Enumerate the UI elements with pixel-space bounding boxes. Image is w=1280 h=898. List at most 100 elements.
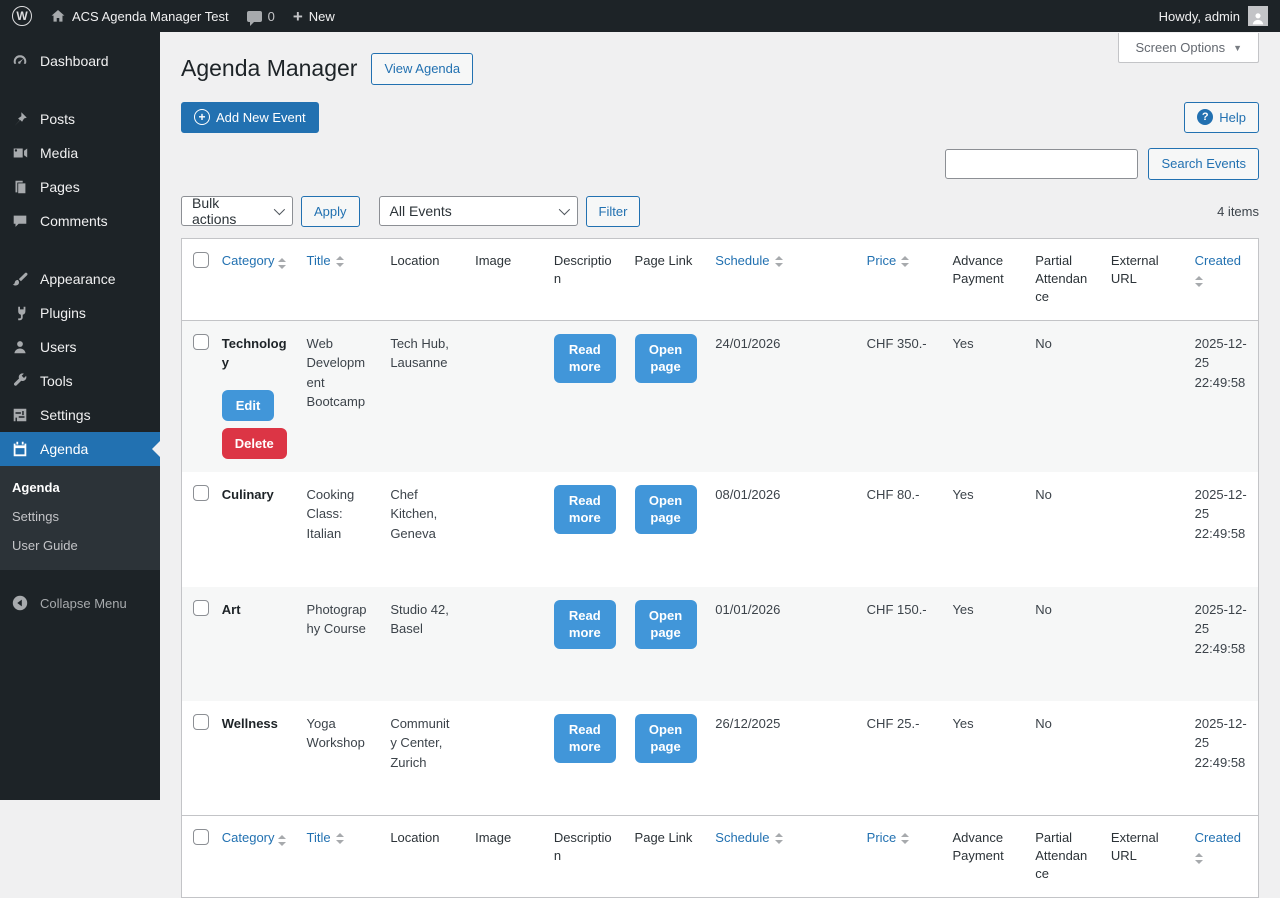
select-row-checkbox[interactable]	[193, 600, 209, 616]
event-image	[465, 320, 544, 472]
sidebar-item-appearance[interactable]: Appearance	[0, 262, 160, 296]
edit-button[interactable]: Edit	[222, 390, 275, 421]
event-title: Photography Course	[297, 587, 381, 701]
view-agenda-button[interactable]: View Agenda	[371, 53, 473, 85]
column-label[interactable]: Title	[307, 253, 331, 268]
column-footer-image: Image	[465, 816, 544, 898]
column-label[interactable]: Price	[867, 253, 897, 268]
open-page-button[interactable]: Open page	[635, 334, 697, 383]
column-header-page-link: Page Link	[625, 239, 706, 321]
sidebar-item-dashboard[interactable]: Dashboard	[0, 44, 160, 78]
events-filter-select[interactable]: All Events	[379, 196, 578, 226]
column-header-schedule[interactable]: Schedule	[705, 239, 856, 321]
new-content-button[interactable]: + New	[293, 8, 335, 25]
chevron-down-icon: ▼	[1233, 43, 1242, 53]
column-footer-external-url: External URL	[1101, 816, 1185, 898]
screen-options-button[interactable]: Screen Options ▼	[1118, 33, 1259, 63]
column-label[interactable]: Price	[867, 830, 897, 845]
delete-button[interactable]: Delete	[222, 428, 287, 459]
select-row-checkbox[interactable]	[193, 714, 209, 730]
column-footer-advance-payment: Advance Payment	[942, 816, 1025, 898]
sidebar-item-pages[interactable]: Pages	[0, 170, 160, 204]
wordpress-menu-button[interactable]: W	[12, 6, 32, 26]
sort-arrows-icon	[278, 258, 286, 269]
column-header-location: Location	[380, 239, 465, 321]
event-category: Technology	[222, 336, 287, 371]
apply-button[interactable]: Apply	[301, 196, 360, 228]
sidebar-item-settings[interactable]: Settings	[0, 398, 160, 432]
column-label[interactable]: Schedule	[715, 830, 769, 845]
column-header-title[interactable]: Title	[297, 239, 381, 321]
agenda-submenu: Agenda Settings User Guide	[0, 466, 160, 570]
open-page-button[interactable]: Open page	[635, 485, 697, 534]
screen-options-label: Screen Options	[1135, 40, 1225, 55]
column-header-price[interactable]: Price	[857, 239, 943, 321]
select-all-checkbox[interactable]	[193, 829, 209, 845]
help-button[interactable]: ? Help	[1184, 102, 1259, 134]
dashboard-icon	[10, 51, 30, 71]
event-external-url	[1101, 587, 1185, 701]
sidebar-item-agenda[interactable]: Agenda	[0, 432, 160, 466]
read-more-button[interactable]: Read more	[554, 714, 616, 763]
bulk-actions-select[interactable]: Bulk actions	[181, 196, 293, 226]
event-image	[465, 472, 544, 587]
collapse-menu-button[interactable]: Collapse Menu	[0, 586, 160, 620]
submenu-item-agenda[interactable]: Agenda	[0, 473, 160, 502]
sidebar-item-users[interactable]: Users	[0, 330, 160, 364]
column-label[interactable]: Created	[1195, 253, 1241, 268]
search-events-button[interactable]: Search Events	[1148, 148, 1259, 180]
event-location: Tech Hub, Lausanne	[380, 320, 465, 472]
table-row: Art Photography Course Studio 42, Basel …	[182, 587, 1259, 701]
column-label[interactable]: Created	[1195, 830, 1241, 845]
site-name-link[interactable]: ACS Agenda Manager Test	[50, 8, 229, 24]
event-advance-payment: Yes	[942, 587, 1025, 701]
column-footer-created[interactable]: Created	[1185, 816, 1259, 898]
column-footer-category[interactable]: Category	[212, 816, 297, 898]
sidebar-item-posts[interactable]: Posts	[0, 102, 160, 136]
comments-icon	[10, 211, 30, 231]
search-input[interactable]	[945, 149, 1138, 179]
plus-circle-icon: +	[194, 109, 210, 125]
event-schedule: 01/01/2026	[705, 587, 856, 701]
column-label[interactable]: Category	[222, 253, 275, 268]
column-label[interactable]: Category	[222, 830, 275, 845]
comments-admin-link[interactable]: 0	[247, 9, 275, 24]
sidebar-item-tools[interactable]: Tools	[0, 364, 160, 398]
sidebar-item-label: Dashboard	[40, 53, 109, 69]
sidebar-item-label: Tools	[40, 373, 73, 389]
select-all-checkbox[interactable]	[193, 252, 209, 268]
new-label: New	[309, 9, 335, 24]
select-row-checkbox[interactable]	[193, 485, 209, 501]
column-header-category[interactable]: Category	[212, 239, 297, 321]
sidebar-item-label: Agenda	[40, 441, 88, 457]
sidebar-item-label: Settings	[40, 407, 91, 423]
table-row: Wellness Yoga Workshop Community Center,…	[182, 701, 1259, 816]
column-footer-schedule[interactable]: Schedule	[705, 816, 856, 898]
read-more-button[interactable]: Read more	[554, 485, 616, 534]
table-row: Technology Edit Delete Web Development B…	[182, 320, 1259, 472]
open-page-button[interactable]: Open page	[635, 600, 697, 649]
select-row-checkbox[interactable]	[193, 334, 209, 350]
sort-arrows-icon	[901, 833, 909, 844]
sidebar-item-media[interactable]: Media	[0, 136, 160, 170]
column-label[interactable]: Title	[307, 830, 331, 845]
column-footer-title[interactable]: Title	[297, 816, 381, 898]
column-header-created[interactable]: Created	[1185, 239, 1259, 321]
event-category: Art	[222, 602, 241, 617]
account-menu[interactable]: Howdy, admin	[1159, 6, 1268, 26]
read-more-button[interactable]: Read more	[554, 600, 616, 649]
column-footer-price[interactable]: Price	[857, 816, 943, 898]
read-more-button[interactable]: Read more	[554, 334, 616, 383]
sidebar-item-label: Plugins	[40, 305, 86, 321]
submenu-item-user-guide[interactable]: User Guide	[0, 531, 160, 560]
sidebar-item-comments[interactable]: Comments	[0, 204, 160, 238]
sidebar-item-plugins[interactable]: Plugins	[0, 296, 160, 330]
filter-button[interactable]: Filter	[586, 196, 641, 228]
wordpress-logo-icon: W	[12, 6, 32, 26]
column-label[interactable]: Schedule	[715, 253, 769, 268]
add-new-event-button[interactable]: + Add New Event	[181, 102, 319, 134]
submenu-item-settings[interactable]: Settings	[0, 502, 160, 531]
event-schedule: 24/01/2026	[705, 320, 856, 472]
howdy-label: Howdy, admin	[1159, 9, 1240, 24]
open-page-button[interactable]: Open page	[635, 714, 697, 763]
